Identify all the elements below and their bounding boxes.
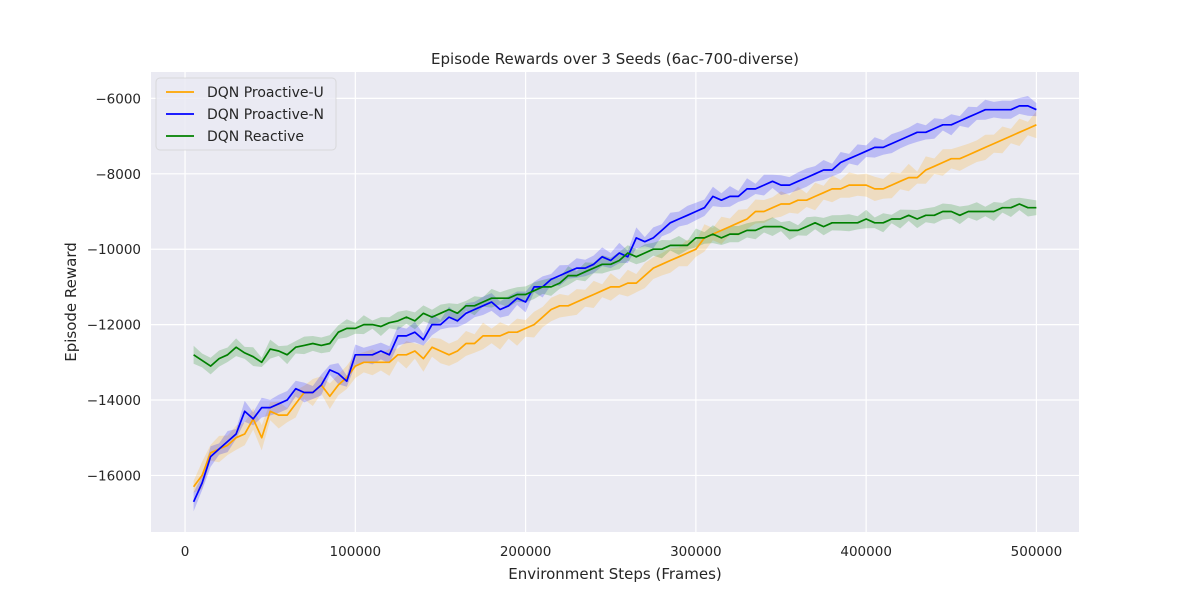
confidence-bands xyxy=(193,96,1037,512)
y-tick-label: −12000 xyxy=(87,318,141,334)
x-tick-label: 200000 xyxy=(500,544,552,560)
x-tick-label: 400000 xyxy=(840,544,892,560)
dqn-proactive-u-legend-label: DQN Proactive-U xyxy=(207,85,324,101)
x-tick-label: 500000 xyxy=(1011,544,1063,560)
dqn-reactive-line xyxy=(193,203,1037,367)
dqn-reactive-band xyxy=(193,197,1037,375)
x-axis-label: Environment Steps (Frames) xyxy=(508,565,722,583)
legend-box xyxy=(155,77,337,151)
dqn-proactive-n-legend-label: DQN Proactive-N xyxy=(207,107,324,123)
dqn-proactive-u-line xyxy=(192,124,1037,488)
y-axis-label: Episode Reward xyxy=(62,242,80,362)
x-axis-ticks: 0 100000 200000 300000 400000 500000 xyxy=(181,544,1062,560)
dqn-proactive-u-band xyxy=(193,111,1037,493)
y-tick-label: −16000 xyxy=(87,468,141,484)
dqn-proactive-n-line xyxy=(192,105,1037,503)
y-tick-label: −14000 xyxy=(87,393,141,409)
y-axis-ticks: −16000 −14000 −12000 −10000 −8000 −6000 xyxy=(87,91,141,484)
legend: DQN Proactive-U DQN Proactive-N DQN Reacti… xyxy=(155,77,337,151)
series-lines xyxy=(192,105,1037,503)
x-tick-label: 100000 xyxy=(330,544,382,560)
x-tick-label: 0 xyxy=(181,544,190,560)
y-tick-label: −10000 xyxy=(87,242,141,258)
x-tick-label: 300000 xyxy=(670,544,722,560)
y-tick-label: −6000 xyxy=(95,91,141,107)
dqn-reactive-legend-label: DQN Reactive xyxy=(207,129,304,145)
y-tick-label: −8000 xyxy=(95,167,141,183)
chart-title: Episode Rewards over 3 Seeds (6ac-700-di… xyxy=(431,50,799,68)
